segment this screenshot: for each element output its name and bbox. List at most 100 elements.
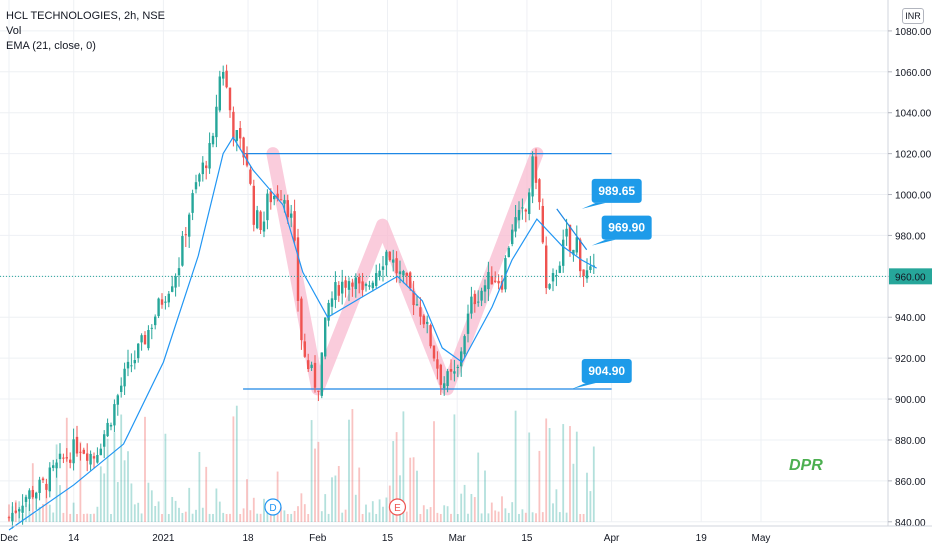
callout-box bbox=[591, 178, 642, 203]
candle-body bbox=[194, 182, 198, 190]
volume-bar bbox=[538, 450, 541, 522]
volume-bar bbox=[205, 466, 208, 522]
time-tick-label: Mar bbox=[449, 533, 467, 544]
volume-bar bbox=[69, 513, 72, 522]
candle-body bbox=[487, 272, 490, 290]
candle-body bbox=[511, 229, 514, 245]
candle-body bbox=[177, 268, 181, 276]
volume-bar bbox=[35, 512, 38, 522]
candle-body bbox=[579, 239, 582, 272]
candle-body bbox=[188, 214, 191, 237]
volume-bar bbox=[65, 417, 68, 522]
candle-body bbox=[96, 454, 99, 463]
price-tick-label: 1020.00 bbox=[895, 150, 932, 161]
volume-bar bbox=[507, 512, 510, 522]
candle-body bbox=[45, 483, 48, 490]
candle-body bbox=[500, 281, 504, 290]
price-tick-label: 980.00 bbox=[895, 231, 926, 242]
volume-bar bbox=[293, 510, 296, 522]
time-tick-label: Feb bbox=[309, 533, 327, 544]
pattern-highlight bbox=[266, 147, 544, 396]
volume-bar bbox=[443, 505, 446, 522]
candle-body bbox=[538, 179, 541, 203]
candle-body bbox=[388, 251, 391, 261]
price-tick-label: 920.00 bbox=[895, 354, 926, 365]
volume-bar bbox=[331, 477, 333, 522]
volume-bar bbox=[28, 504, 31, 522]
horizontal-levels[interactable] bbox=[243, 153, 612, 390]
volume-bar bbox=[181, 512, 184, 522]
candle-body bbox=[412, 291, 415, 306]
candle-body bbox=[589, 266, 592, 270]
volume-bar bbox=[453, 414, 456, 522]
candle-body bbox=[191, 193, 194, 213]
volume-bar bbox=[565, 512, 568, 522]
legend-volume[interactable]: Vol bbox=[6, 25, 22, 37]
volume-bar bbox=[59, 485, 61, 522]
volume-bar bbox=[314, 448, 316, 522]
price-axis[interactable]: 840.00 860.00 880.00 900.00 920.00 940.00 960.… bbox=[887, 0, 932, 529]
candle-body bbox=[109, 424, 113, 427]
volume-bar bbox=[72, 502, 75, 522]
candle-body bbox=[463, 336, 466, 355]
volume-bar bbox=[569, 426, 571, 522]
volume-bar bbox=[161, 513, 163, 522]
volume-bar bbox=[422, 505, 425, 522]
volume-bar bbox=[385, 497, 388, 522]
candle-body bbox=[184, 234, 187, 236]
candle-body bbox=[528, 192, 531, 215]
volume-bar bbox=[412, 457, 415, 522]
price-tick-label: 860.00 bbox=[895, 477, 926, 488]
volume-bar bbox=[62, 512, 65, 522]
volume-bar bbox=[184, 511, 187, 522]
time-tick-label: 15 bbox=[521, 533, 533, 544]
candle-body bbox=[28, 490, 31, 499]
candle-body bbox=[123, 368, 126, 387]
candle-body bbox=[167, 293, 170, 303]
callout-box bbox=[601, 215, 652, 240]
volume-bar bbox=[558, 512, 561, 522]
legend-symbol[interactable]: HCL TECHNOLOGIES, 2h, NSE bbox=[6, 10, 165, 22]
candle-body bbox=[453, 371, 456, 374]
candle-body bbox=[568, 224, 572, 252]
volume-bar bbox=[167, 513, 170, 522]
candle-body bbox=[82, 449, 85, 454]
candle-body bbox=[120, 385, 123, 392]
last-price-marker: 960.00 bbox=[0, 268, 932, 285]
currency-button[interactable]: INR bbox=[902, 8, 924, 24]
candle-body bbox=[41, 478, 45, 481]
price-tick-label: 1000.00 bbox=[895, 191, 932, 202]
volume-bar bbox=[579, 513, 582, 522]
volume-bar bbox=[310, 420, 313, 522]
volume-bar bbox=[246, 479, 248, 522]
time-axis[interactable]: Dec 14 2021 18 Feb 15 Mar 15 Apr 19 May bbox=[0, 525, 932, 544]
candle-body bbox=[58, 453, 62, 460]
candle-body bbox=[279, 199, 283, 201]
volume-bar bbox=[375, 513, 378, 522]
legend-ema[interactable]: EMA (21, close, 0) bbox=[6, 40, 96, 52]
volume-bar bbox=[116, 482, 119, 522]
volume-bar bbox=[324, 494, 327, 522]
volume-bar bbox=[327, 513, 330, 522]
candle-body bbox=[351, 282, 354, 287]
volume-bar bbox=[463, 484, 466, 522]
drawing-annotations[interactable]: 989.65 969.90 904.90 bbox=[556, 178, 652, 390]
volume-bar bbox=[286, 513, 289, 522]
candle-body bbox=[395, 258, 398, 274]
candle-body bbox=[313, 362, 317, 388]
volume-bar bbox=[402, 411, 405, 522]
volume-bar bbox=[589, 491, 592, 522]
volume-bar bbox=[528, 432, 531, 522]
volume-bar bbox=[562, 424, 565, 522]
candle-body bbox=[137, 343, 140, 359]
candle-body bbox=[18, 509, 21, 512]
candle-body bbox=[473, 293, 476, 305]
candle-body bbox=[361, 281, 364, 290]
volume-bar bbox=[317, 441, 320, 522]
volume-bar bbox=[433, 421, 435, 522]
volume-bar bbox=[477, 452, 480, 522]
candle-body bbox=[300, 298, 303, 341]
time-tick-label: May bbox=[752, 533, 771, 544]
